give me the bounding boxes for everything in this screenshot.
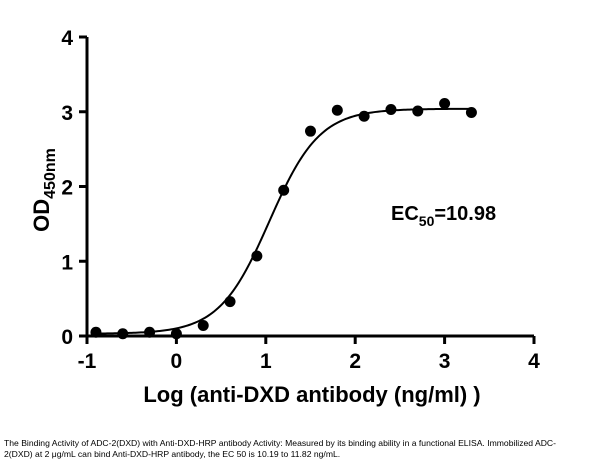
data-point: [144, 326, 156, 338]
data-points: [90, 98, 477, 340]
x-tick-label: -1: [78, 350, 97, 373]
y-axis-title: OD450nm: [29, 148, 59, 232]
x-tick-label: 0: [171, 350, 183, 373]
chart-area: -1 0 1 2 3 4 0 1 2 3 4 Log (anti-DXD antibody (ng/…: [29, 27, 540, 407]
data-point: [385, 104, 397, 116]
data-point: [465, 106, 477, 118]
y-tick-label: 4: [61, 27, 73, 50]
x-tick-label: 4: [528, 350, 540, 373]
data-point: [412, 105, 424, 117]
y-tick-label: 0: [61, 326, 73, 349]
data-point: [117, 328, 129, 340]
data-point: [197, 320, 209, 332]
y-tick-label: 3: [61, 102, 73, 125]
data-point: [90, 326, 102, 338]
data-point: [278, 184, 290, 196]
data-point: [439, 98, 451, 110]
ec50-prefix: EC: [391, 203, 419, 225]
x-tick-label: 2: [349, 350, 361, 373]
ec50-sub: 50: [419, 213, 435, 229]
ec50-annotation: EC50=10.98: [391, 203, 496, 229]
y-axis-title-sub: 450nm: [42, 148, 59, 199]
tick-marks: [79, 35, 536, 344]
figure-caption: The Binding Activity of ADC-2(DXD) with …: [4, 438, 556, 459]
x-axis-title: Log (anti-DXD antibody (ng/ml) ): [143, 382, 480, 407]
data-point: [251, 250, 263, 262]
data-point: [331, 104, 343, 116]
x-tick-label: 1: [260, 350, 272, 373]
axes: [85, 37, 534, 338]
y-tick-label: 2: [61, 177, 73, 200]
data-point: [170, 328, 182, 340]
y-axis-title-main: OD: [29, 199, 54, 232]
y-tick-label: 1: [61, 251, 73, 274]
data-point: [224, 296, 236, 308]
ec50-suffix: =10.98: [434, 203, 496, 225]
x-tick-label: 3: [439, 350, 451, 373]
data-point: [358, 110, 370, 122]
data-point: [305, 125, 316, 137]
